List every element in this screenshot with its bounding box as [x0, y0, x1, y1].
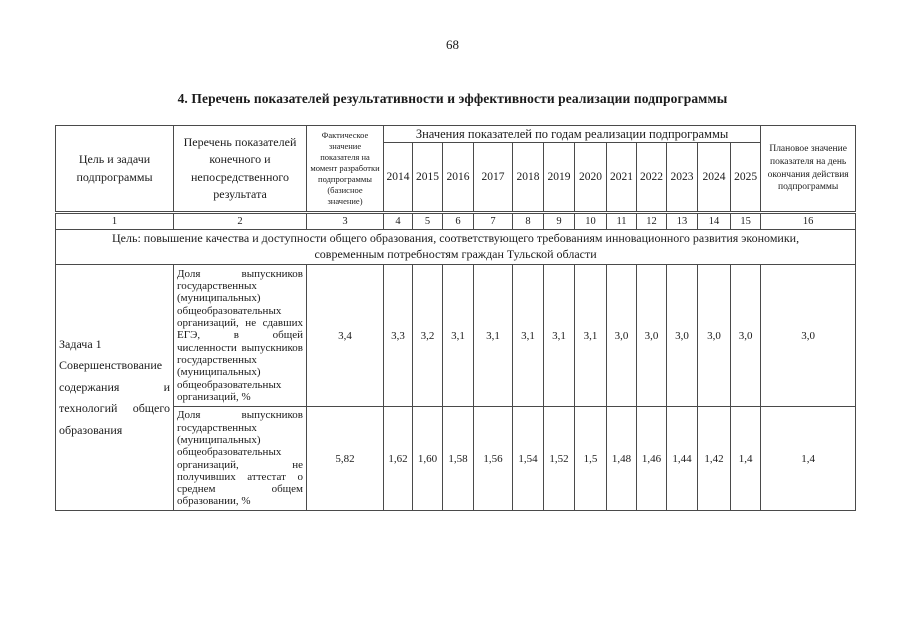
- column-number: 12: [636, 211, 667, 230]
- value-cell: 3,0: [636, 264, 667, 407]
- plan-value-cell: 3,0: [760, 264, 857, 407]
- plan-value-cell: 1,4: [760, 406, 857, 511]
- task-cell: Задача 1 Совершенствование содержания и …: [55, 264, 174, 511]
- value-cell: 3,0: [729, 264, 762, 407]
- value-cell: 1,4: [729, 406, 762, 511]
- column-number: 8: [512, 211, 544, 230]
- header-years-group: Значения показателей по годам реализации…: [382, 125, 762, 143]
- goal-row: Цель: повышение качества и доступности о…: [54, 229, 857, 265]
- column-number: 4: [383, 211, 413, 230]
- value-cell: 1,60: [412, 406, 443, 511]
- indicator-cell: Доля выпускников государственных (муници…: [173, 406, 307, 511]
- year-header: 2022: [636, 142, 667, 213]
- year-header: 2018: [512, 142, 544, 213]
- value-cell: 1,58: [442, 406, 474, 511]
- value-cell: 1,42: [697, 406, 731, 511]
- section-heading: 4. Перечень показателей результативности…: [177, 91, 728, 106]
- task-number: Задача 1: [59, 337, 102, 352]
- year-header: 2025: [729, 142, 762, 213]
- goal-text-line2: современным потребностям граждан Тульско…: [314, 247, 597, 261]
- column-number: 7: [473, 211, 513, 230]
- value-cell: 3,1: [574, 264, 607, 407]
- value-cell: 3,0: [606, 264, 637, 407]
- base-value-cell: 5,82: [306, 406, 384, 511]
- table-header-row: Цель и задачи подпрограммы Перечень пока…: [55, 125, 857, 213]
- column-number: 1: [55, 211, 174, 230]
- header-base-value: Фактическое значение показателя на момен…: [306, 125, 384, 213]
- year-header-row: 2014 2015 2016 2017 2018 2019 2020 2021 …: [56, 142, 856, 213]
- value-cell: 1,44: [666, 406, 698, 511]
- header-planned-value: Плановое значение показателя на день око…: [760, 125, 857, 213]
- value-cell: 1,56: [473, 406, 513, 511]
- column-number: 6: [442, 211, 474, 230]
- base-value-cell: 3,4: [306, 264, 384, 407]
- value-cell: 1,5: [574, 406, 607, 511]
- indicators-table: Цель и задачи подпрограммы Перечень пока…: [54, 125, 857, 511]
- value-cell: 1,62: [383, 406, 413, 511]
- column-number: 11: [606, 211, 637, 230]
- column-numbering-row: 1 2 3 4 5 6 7 8 9 10 11 12 13 14 15 16: [55, 211, 857, 230]
- goal-text-line1: Цель: повышение качества и доступности о…: [112, 231, 800, 246]
- table-row: Задача 1 Совершенствование содержания и …: [55, 264, 857, 511]
- column-number: 13: [666, 211, 698, 230]
- year-header: 2020: [574, 142, 607, 213]
- value-cell: 1,48: [606, 406, 637, 511]
- value-cell: 3,0: [666, 264, 698, 407]
- table-row: Доля выпускников государственных (муници…: [56, 406, 857, 511]
- column-number: 14: [697, 211, 731, 230]
- year-header: 2023: [666, 142, 698, 213]
- value-cell: 1,54: [512, 406, 544, 511]
- value-cell: 3,1: [543, 264, 575, 407]
- value-cell: 3,0: [697, 264, 731, 407]
- year-header: 2017: [473, 142, 513, 213]
- task-text: Совершенствование содержания и технологи…: [59, 358, 170, 437]
- year-header: 2016: [442, 142, 474, 213]
- goal-cell: Цель: повышение качества и доступности о…: [54, 229, 857, 265]
- column-number: 3: [306, 211, 384, 230]
- year-header: 2021: [606, 142, 637, 213]
- header-goal-tasks: Цель и задачи подпрограммы: [55, 125, 174, 213]
- value-cell: 3,1: [473, 264, 513, 407]
- column-number: 10: [574, 211, 607, 230]
- year-header: 2014: [383, 142, 413, 213]
- column-number: 15: [729, 211, 762, 230]
- column-number: 5: [412, 211, 443, 230]
- value-cell: 3,2: [412, 264, 443, 407]
- header-indicator-list: Перечень показателей конечного и непосре…: [173, 125, 307, 213]
- value-cell: 3,1: [512, 264, 544, 407]
- year-header: 2024: [697, 142, 731, 213]
- value-cell: 3,3: [383, 264, 413, 407]
- value-cell: 1,52: [543, 406, 575, 511]
- column-number: 16: [760, 211, 857, 230]
- page-number: 68: [446, 37, 459, 52]
- value-cell: 3,1: [442, 264, 474, 407]
- value-cell: 1,46: [636, 406, 667, 511]
- year-header: 2019: [543, 142, 575, 213]
- column-number: 9: [543, 211, 575, 230]
- year-header: 2015: [412, 142, 443, 213]
- column-number: 2: [173, 211, 307, 230]
- indicator-cell: Доля выпускников государственных (муници…: [173, 264, 307, 407]
